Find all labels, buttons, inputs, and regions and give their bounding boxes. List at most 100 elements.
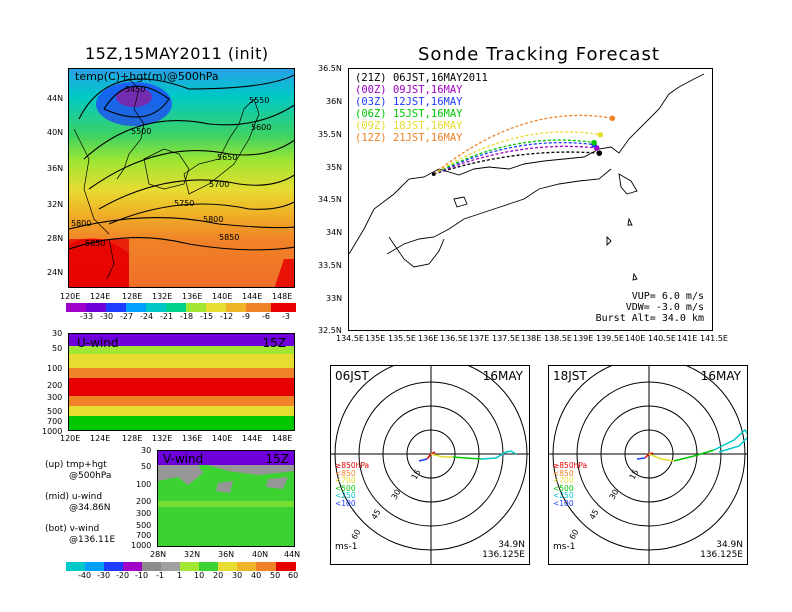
contour-label: 5650 [217, 153, 238, 162]
legend-item: (09Z) 18JST,16MAY [355, 120, 462, 132]
lon-tick: 132E [152, 434, 173, 443]
lon-tick: 134.5E [336, 334, 364, 343]
lon-tick: 141E [677, 334, 698, 343]
level-item: <850 [553, 468, 574, 478]
lat-tick: 40N [252, 550, 269, 559]
lat-tick: 24N [47, 268, 64, 277]
contour-label: 5450 [125, 85, 146, 94]
polar-date: 16MAY [700, 369, 741, 383]
lon-tick: 148E [272, 292, 293, 301]
pressure-tick: 1000 [131, 541, 152, 550]
lon-tick: 137.5E [492, 334, 520, 343]
temp-colorbar-label: -30 [100, 312, 114, 321]
trajectory-line [433, 114, 613, 175]
v-wind-section: V-wind 15Z [157, 450, 295, 547]
lon-tick: 140E [212, 292, 233, 301]
polar-unit: ms-1 [335, 542, 358, 552]
right-title: Sonde Tracking Forecast [418, 44, 660, 65]
polar-plot-18jst: 18JST 16MAY 15 30 45 60 ≥850hPa <850 <70… [548, 365, 748, 565]
pressure-tick: 100 [47, 364, 63, 373]
lat-tick: 28N [150, 550, 167, 559]
polar-lat: 34.9N [716, 540, 743, 550]
trajectory-endpoint [609, 115, 616, 122]
note-mid: (mid) u-wind @34.86N [45, 492, 111, 514]
level-item: ≥850hPa [553, 461, 588, 470]
note-line: @500hPa [69, 471, 112, 481]
contour-label: 5850 [85, 239, 106, 248]
pressure-tick: 700 [47, 417, 63, 426]
contour-label: 5800 [203, 215, 224, 224]
level-item: <700 [335, 476, 356, 485]
legend-item: (03Z) 12JST,16MAY [355, 96, 462, 108]
level-item: <100 [335, 498, 356, 508]
lon-tick: 148E [272, 434, 293, 443]
lon-tick: 120E [60, 292, 81, 301]
lat-tick: 34N [326, 228, 343, 237]
temp-colorbar-label: -3 [282, 312, 290, 321]
polar-unit: ms-1 [553, 542, 576, 552]
lat-tick: 32N [47, 200, 64, 209]
level-item: <500 [335, 483, 356, 493]
lat-tick: 35N [326, 163, 343, 172]
temp-colorbar-label: -15 [200, 312, 214, 321]
contour-label: 5550 [249, 96, 270, 105]
param-burst: Burst Alt= 34.0 km [595, 313, 704, 324]
map-label: temp(C)+hgt(m)@500hPa [75, 70, 219, 83]
v-wind-field [158, 451, 294, 546]
temp-colorbar-label: -33 [80, 312, 94, 321]
legend-item: (06Z) 15JST,16MAY [355, 108, 462, 120]
wind-colorbar-label: 40 [251, 571, 262, 580]
temp-height-map: temp(C)+hgt(m)@500hPa 5450 5500 5550 560… [68, 68, 295, 288]
polar-grid [549, 366, 747, 564]
level-item: <100 [553, 498, 574, 508]
lat-tick: 28N [47, 234, 64, 243]
legend-item: (00Z) 09JST,16MAY [355, 84, 462, 96]
lon-tick: 124E [90, 292, 111, 301]
temp-colorbar-label: -12 [220, 312, 234, 321]
polar-lon: 136.125E [700, 550, 743, 560]
lon-tick: 139E [573, 334, 594, 343]
trajectory-endpoint [597, 131, 604, 138]
lat-tick: 32.5N [318, 326, 342, 335]
contour-label: 5750 [174, 199, 195, 208]
launch-point [431, 172, 436, 176]
u-wind-time: 15Z [262, 336, 287, 350]
legend-tag: (21Z) [355, 72, 387, 84]
level-item: <700 [553, 476, 574, 485]
level-item: <500 [553, 483, 574, 493]
lat-tick: 34.5N [318, 195, 342, 204]
legend-tag: (03Z) [355, 96, 387, 108]
pressure-tick: 300 [136, 509, 152, 518]
wind-colorbar-label: -10 [135, 571, 149, 580]
lon-tick: 144E [242, 292, 263, 301]
lon-tick: 132E [152, 292, 173, 301]
legend-item: (12Z) 21JST,16MAY [355, 132, 462, 144]
lat-tick: 36N [326, 97, 343, 106]
lat-tick: 33.5N [318, 261, 342, 270]
polar-location: 34.9N 136.125E [700, 540, 743, 560]
wind-colorbar-label: -1 [156, 571, 164, 580]
legend-item: (21Z) 06JST,16MAY2011 [355, 72, 488, 84]
lon-tick: 120E [60, 434, 81, 443]
lat-tick: 33N [326, 294, 343, 303]
lon-tick: 141.5E [700, 334, 728, 343]
contour-label: 5850 [219, 233, 240, 242]
lon-tick: 138.5E [544, 334, 572, 343]
lon-tick: 135.5E [388, 334, 416, 343]
pressure-tick: 30 [52, 329, 63, 338]
legend-text: 06JST,16MAY2011 [392, 72, 488, 84]
legend-tag: (09Z) [355, 120, 387, 132]
note-line: @34.86N [69, 503, 111, 513]
note-up: (up) tmp+hgt @500hPa [45, 460, 111, 482]
contour-label: 5700 [209, 180, 230, 189]
temp-colorbar [66, 303, 296, 312]
trajectory-endpoint [591, 139, 597, 146]
level-item: ≥850hPa [335, 461, 370, 470]
trajectory-line [433, 139, 595, 175]
lon-tick: 136E [182, 292, 203, 301]
pressure-tick: 200 [47, 381, 63, 390]
lon-tick: 136.5E [440, 334, 468, 343]
polar-plot-06jst: 06JST 16MAY 15 30 45 60 ≥850hPa <850 <70… [330, 365, 530, 565]
level-item: <850 [335, 468, 356, 478]
polar-time: 18JST [553, 369, 587, 383]
